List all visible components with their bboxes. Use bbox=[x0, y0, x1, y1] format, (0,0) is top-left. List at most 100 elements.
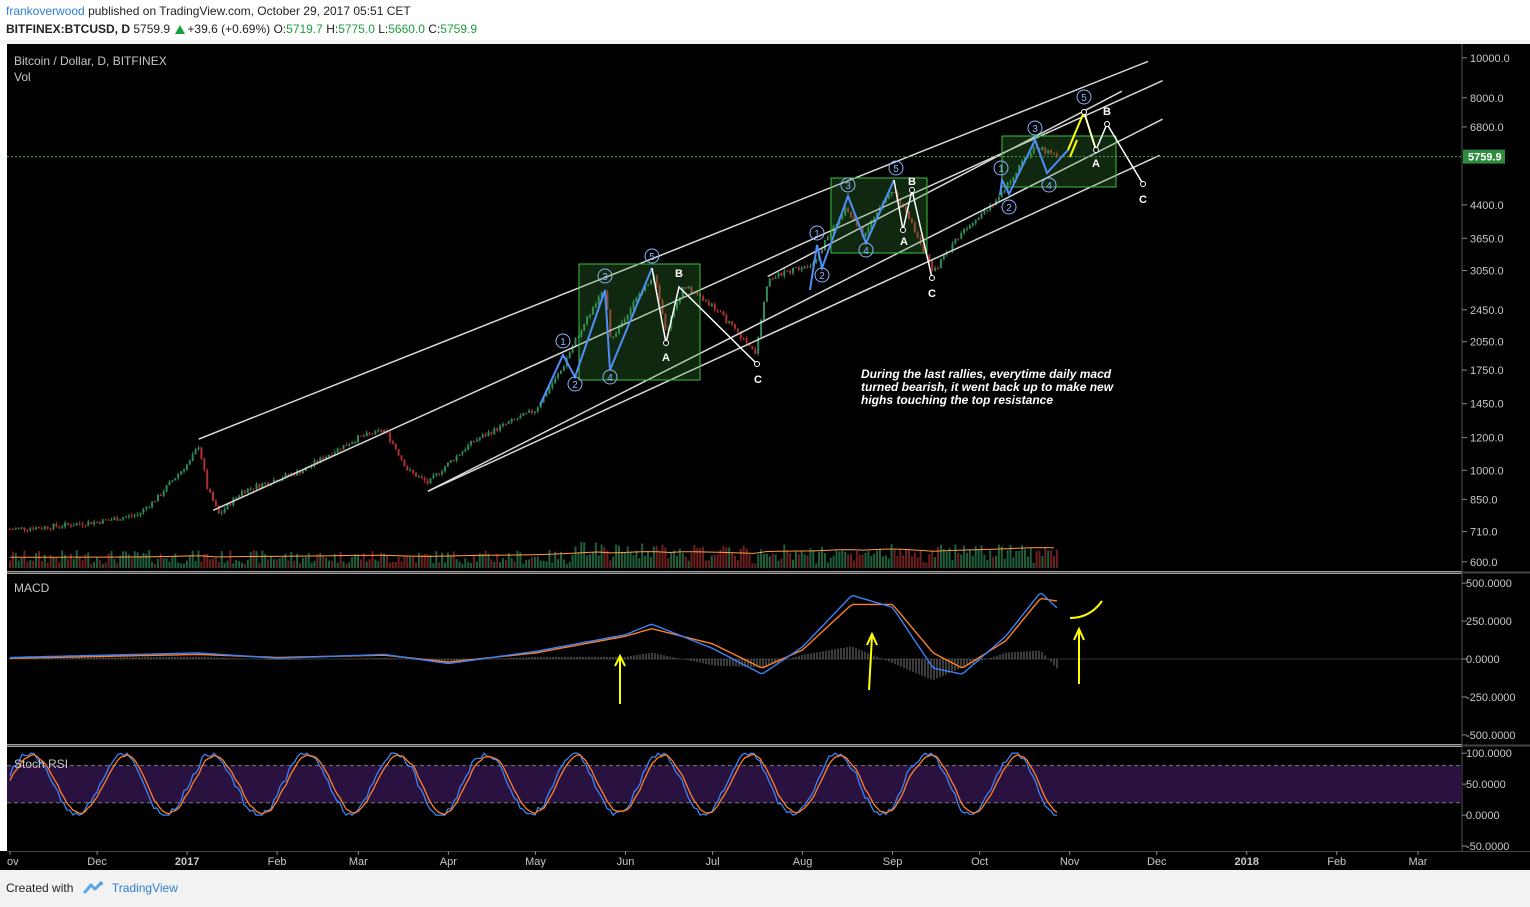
volume-bar bbox=[919, 550, 922, 568]
candle-body bbox=[800, 268, 803, 271]
volume-bar bbox=[365, 561, 368, 568]
wave-letter-label: C bbox=[754, 374, 762, 386]
candle-body bbox=[690, 286, 693, 293]
candle-body bbox=[84, 525, 87, 527]
volume-bar bbox=[638, 558, 641, 568]
volume-bar bbox=[551, 562, 554, 568]
volume-bar bbox=[238, 560, 241, 568]
volume-bar bbox=[81, 560, 84, 568]
candle-body bbox=[1009, 181, 1012, 183]
volume-bar bbox=[554, 551, 557, 568]
time-tick-label: Dec bbox=[1147, 856, 1167, 868]
candle-body bbox=[928, 254, 931, 262]
candle-body bbox=[580, 330, 583, 337]
time-tick-label: 2017 bbox=[175, 856, 199, 868]
candle-body bbox=[400, 455, 403, 460]
price-tick-label: 600.0 bbox=[1470, 557, 1498, 569]
time-tick-label: May bbox=[525, 856, 546, 868]
candle-body bbox=[507, 421, 510, 424]
candle-body bbox=[591, 307, 594, 315]
candle-body bbox=[391, 441, 394, 444]
volume-bar bbox=[1018, 550, 1021, 568]
candle-body bbox=[339, 448, 342, 450]
candle-body bbox=[493, 428, 496, 435]
volume-bar bbox=[299, 563, 301, 568]
volume-bar bbox=[690, 552, 693, 568]
published-text: published on TradingView.com, October 29… bbox=[88, 4, 411, 18]
time-tick-label: Dec bbox=[87, 856, 107, 868]
candle-body bbox=[806, 266, 809, 268]
volume-bar bbox=[977, 549, 980, 568]
stoch-axis-ticks: 100.0000 50.0000 0.0000 -50.0000 bbox=[1462, 748, 1512, 853]
candle-body bbox=[931, 261, 934, 271]
candle-body bbox=[815, 258, 818, 263]
tradingview-link[interactable]: TradingView bbox=[111, 881, 178, 895]
open-value: 5719.7 bbox=[286, 22, 323, 36]
low-label: L: bbox=[378, 22, 389, 36]
candle-body bbox=[676, 302, 678, 309]
ohlc-line: BITFINEX:BTCUSD, D 5759.9 +39.6 (+0.69%)… bbox=[6, 22, 477, 36]
author-link[interactable]: frankoverwood bbox=[6, 4, 85, 18]
volume-bar bbox=[565, 563, 568, 568]
volume-bar bbox=[850, 553, 852, 568]
volume-bar bbox=[496, 554, 499, 568]
volume-bar bbox=[154, 563, 156, 568]
volume-bar bbox=[293, 560, 296, 568]
price-axis[interactable] bbox=[1462, 44, 1530, 851]
volume-bar bbox=[185, 560, 188, 568]
wave-correction-1 bbox=[651, 267, 758, 365]
volume-bar bbox=[568, 561, 571, 568]
candle-body bbox=[710, 304, 713, 306]
candle-body bbox=[380, 430, 383, 433]
channel-line bbox=[427, 154, 1160, 492]
volume-bar bbox=[748, 554, 751, 568]
wave-number-label: 2 bbox=[572, 380, 578, 391]
volume-bar bbox=[354, 554, 357, 568]
volume-bar bbox=[574, 546, 577, 568]
main-pane[interactable] bbox=[7, 44, 1462, 571]
volume-bar bbox=[887, 558, 890, 568]
candle-body bbox=[693, 292, 696, 294]
wave-number-circle bbox=[1001, 199, 1017, 215]
volume-bar bbox=[386, 555, 388, 568]
candle-body bbox=[655, 275, 658, 286]
candle-body bbox=[473, 440, 475, 442]
candle-body bbox=[191, 454, 194, 461]
chart-area[interactable]: 1 2 3 4 5 1 2 3 4 5 1 2 3 4 5 A B C A B C A B C During the las… bbox=[0, 44, 1530, 870]
volume-bar bbox=[905, 548, 908, 568]
volume-bar bbox=[942, 548, 945, 568]
chart-svg[interactable]: 1 2 3 4 5 1 2 3 4 5 1 2 3 4 5 A B C A B C A B C During the las… bbox=[0, 44, 1530, 870]
volume-bar bbox=[133, 551, 136, 568]
candle-body bbox=[212, 492, 214, 501]
volume-bar bbox=[673, 550, 676, 568]
candle-body bbox=[223, 509, 226, 513]
volume-bar bbox=[893, 549, 896, 568]
tradingview-logo-icon[interactable] bbox=[83, 881, 105, 898]
candle-body bbox=[635, 297, 638, 302]
candle-body bbox=[1003, 191, 1006, 193]
volume-bar bbox=[284, 553, 287, 568]
high-value: 5775.0 bbox=[338, 22, 375, 36]
candle-body bbox=[325, 456, 328, 460]
wave-number-label: 1 bbox=[560, 337, 566, 348]
volume-bar bbox=[380, 552, 383, 568]
volume-bar bbox=[725, 547, 728, 568]
volume-bar bbox=[177, 562, 180, 568]
time-tick-label: Mar bbox=[1409, 856, 1428, 868]
candle-body bbox=[713, 304, 716, 311]
candle-body bbox=[415, 472, 417, 477]
volume-bar bbox=[664, 547, 667, 568]
wave-pivot-point bbox=[1104, 121, 1110, 127]
volume-bar bbox=[32, 560, 35, 568]
candle-body bbox=[362, 435, 365, 437]
price-tick-label: 8000.0 bbox=[1470, 93, 1504, 105]
candle-body bbox=[577, 336, 580, 338]
time-axis[interactable] bbox=[0, 851, 1530, 870]
candle-body bbox=[145, 507, 148, 509]
volume-bar bbox=[719, 549, 722, 568]
volume-bar bbox=[916, 557, 919, 568]
wave-letter-label: C bbox=[1139, 194, 1147, 206]
volume-bar bbox=[931, 550, 934, 568]
volume-bar bbox=[58, 562, 61, 568]
wave-number-circle bbox=[888, 160, 904, 176]
